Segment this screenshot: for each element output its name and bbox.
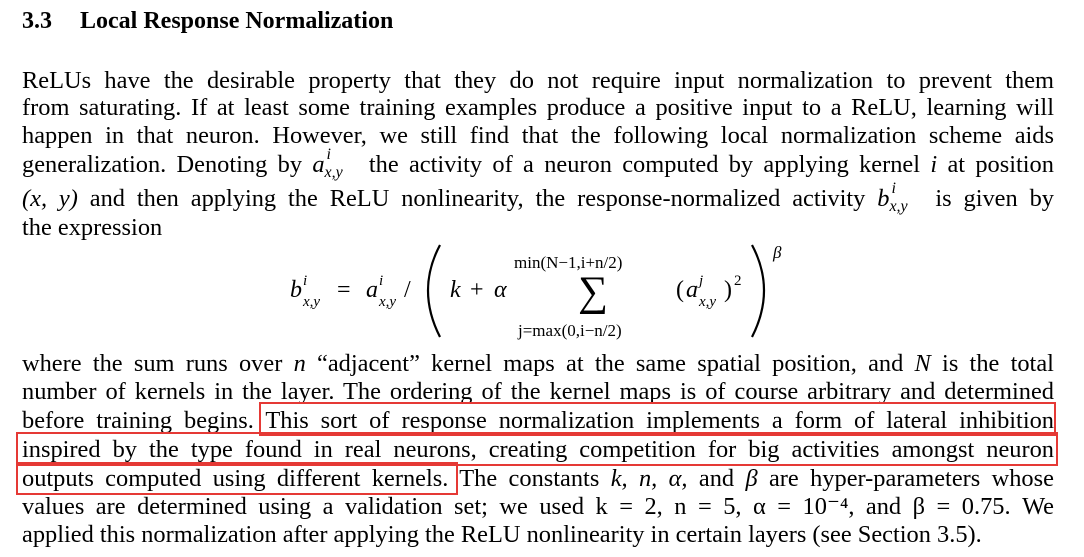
sum-lower: j=max(0,i−n/2)	[517, 321, 622, 340]
svg-text:2: 2	[734, 273, 742, 289]
paragraph-line: the expression	[22, 214, 163, 241]
math-xy: (x, y)	[22, 185, 78, 212]
highlighted-text: inspired by the type found in real neuro…	[22, 436, 1054, 463]
svg-text:): )	[724, 277, 732, 303]
paragraph-line: (x, y) and then applying the ReLU nonlin…	[22, 180, 1054, 215]
lrn-equation: b i x,y = a i x,y / k + α min(N−1,i+n/2)…	[290, 243, 782, 340]
section-title: Local Response Normalization	[80, 8, 394, 34]
paragraph-line: number of kernels in the layer. The orde…	[22, 378, 1054, 405]
paragraph-line: outputs computed using different kernels…	[22, 465, 1054, 492]
svg-text:i: i	[303, 273, 307, 289]
svg-text:j: j	[697, 273, 703, 289]
eq-a: a	[366, 277, 378, 303]
sum-sigma: ∑	[578, 269, 608, 315]
section-heading: 3.3 Local Response Normalization	[22, 8, 393, 35]
highlight-box	[16, 432, 1058, 466]
paragraph-line: before training begins. This sort of res…	[22, 407, 1054, 434]
sum-upper: min(N−1,i+n/2)	[514, 253, 622, 272]
svg-text:/: /	[404, 277, 411, 303]
paragraph-line: values are determined using a validation…	[22, 493, 1054, 520]
paragraph-line: happen in that neuron. However, we still…	[22, 122, 1054, 149]
svg-text:(: (	[676, 277, 684, 303]
svg-text:x,y: x,y	[302, 294, 320, 310]
svg-text:+: +	[470, 277, 484, 303]
svg-text:k: k	[450, 277, 461, 303]
exponent: β	[772, 243, 782, 262]
svg-text:=: =	[337, 277, 351, 303]
svg-text:x,y: x,y	[698, 294, 716, 310]
paragraph-line: ReLUs have the desirable property that t…	[22, 67, 1054, 94]
svg-text:x,y: x,y	[378, 294, 396, 310]
math-a: a	[312, 151, 325, 178]
math-subsup: i x,y	[324, 146, 343, 181]
paragraph-line: applied this normalization after applyin…	[22, 521, 982, 548]
highlight-box	[259, 402, 1056, 436]
right-paren	[751, 244, 766, 338]
paragraph-line: from saturating. If at least some traini…	[22, 94, 1054, 121]
highlighted-text: outputs computed using different kernels…	[22, 465, 449, 492]
parameter-values: k = 2, n = 5, α = 10⁻⁴, and β = 0.75. We	[595, 493, 1054, 520]
eq-b: b	[290, 277, 302, 303]
svg-text:α: α	[494, 277, 507, 303]
left-paren	[426, 244, 441, 338]
svg-text:a: a	[686, 277, 698, 303]
highlight-box	[16, 462, 458, 495]
paragraph-line: where the sum runs over n “adjacent” ker…	[22, 350, 1054, 377]
svg-text:i: i	[379, 273, 383, 289]
section-number: 3.3	[22, 8, 52, 34]
paragraph-line: generalization. Denoting by a i x,y the ac…	[22, 146, 1054, 181]
highlighted-text: This sort of response normalization impl…	[265, 407, 1054, 434]
paragraph-line: inspired by the type found in real neuro…	[22, 435, 1054, 464]
